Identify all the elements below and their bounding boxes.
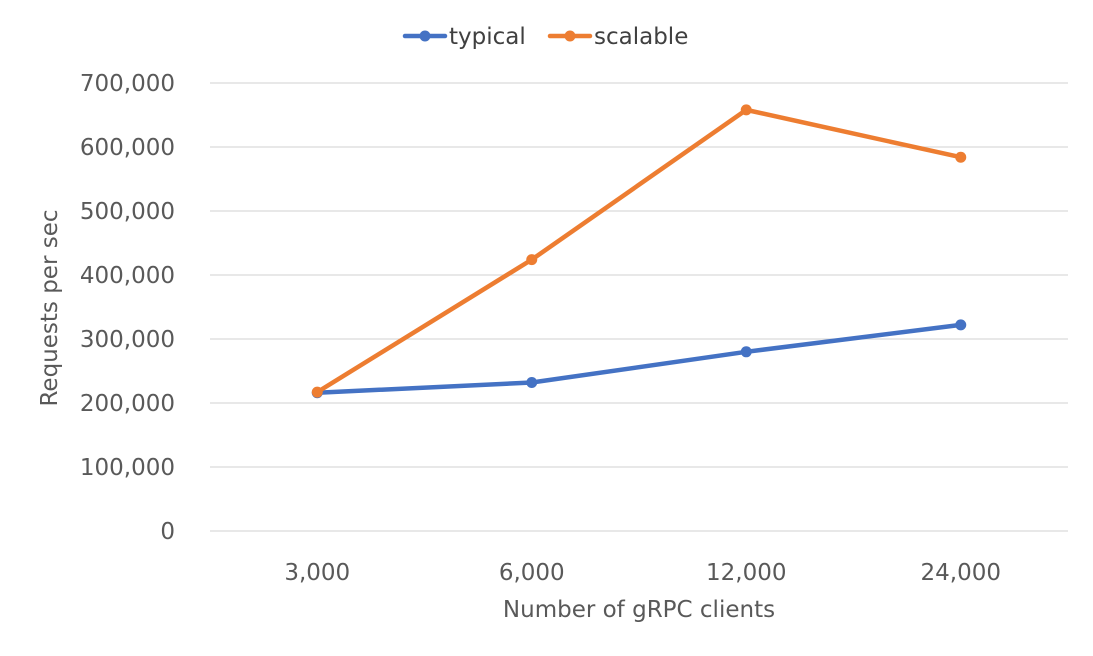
- legend-label: typical: [449, 24, 526, 50]
- legend-marker-icon: [564, 30, 576, 42]
- data-point-typical: [955, 319, 967, 331]
- x-axis-ticks: 3,000 6,000 12,000 24,000: [284, 560, 1001, 586]
- legend-item-scalable: scalable: [547, 24, 688, 50]
- data-point-scalable: [526, 254, 538, 266]
- gridlines: [210, 82, 1068, 532]
- series-line-typical: [315, 322, 963, 396]
- y-tick-label: 100,000: [80, 455, 175, 481]
- data-point-scalable: [311, 386, 323, 398]
- y-tick-label: 500,000: [80, 199, 175, 225]
- y-tick-label: 700,000: [80, 71, 175, 97]
- series-typical: [311, 319, 967, 399]
- series-lines: [311, 104, 967, 399]
- legend: typical scalable: [402, 24, 688, 50]
- x-axis-title: Number of gRPC clients: [503, 597, 775, 623]
- series-scalable: [311, 104, 967, 398]
- legend-item-typical: typical: [402, 24, 526, 50]
- y-axis-ticks: 0 100,000 200,000 300,000 400,000 500,000 600,…: [80, 71, 175, 545]
- y-tick-label: 300,000: [80, 327, 175, 353]
- y-tick-label: 400,000: [80, 263, 175, 289]
- y-tick-label: 0: [160, 519, 175, 545]
- y-tick-label: 600,000: [80, 135, 175, 161]
- x-tick-label: 3,000: [284, 560, 350, 586]
- x-tick-label: 24,000: [921, 560, 1001, 586]
- y-tick-label: 200,000: [80, 391, 175, 417]
- data-point-typical: [740, 346, 752, 358]
- data-point-scalable: [740, 104, 752, 116]
- legend-marker-icon: [419, 30, 431, 42]
- y-axis-title: Requests per sec: [37, 209, 63, 406]
- x-tick-label: 12,000: [706, 560, 786, 586]
- series-line-scalable: [315, 107, 963, 395]
- x-tick-label: 6,000: [499, 560, 565, 586]
- data-point-scalable: [955, 151, 967, 163]
- legend-label: scalable: [594, 24, 688, 50]
- data-point-typical: [526, 377, 538, 389]
